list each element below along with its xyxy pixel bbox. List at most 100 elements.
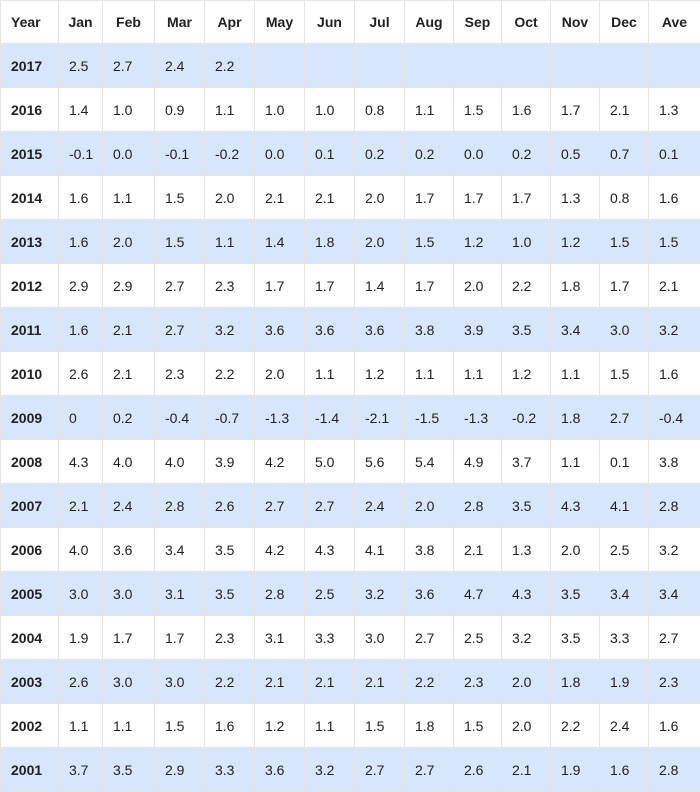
value-cell: 3.0 — [600, 308, 649, 352]
value-cell: 1.1 — [551, 352, 600, 396]
value-cell: 1.1 — [103, 176, 155, 220]
value-cell: 3.9 — [454, 308, 502, 352]
value-cell: 3.8 — [405, 308, 454, 352]
value-cell: 4.9 — [454, 440, 502, 484]
value-cell: -1.4 — [305, 396, 355, 440]
value-cell: -0.7 — [205, 396, 255, 440]
value-cell: 2.6 — [59, 660, 103, 704]
value-cell: 4.3 — [59, 440, 103, 484]
value-cell: -0.2 — [502, 396, 551, 440]
value-cell: 2.5 — [600, 528, 649, 572]
value-cell: 0.1 — [305, 132, 355, 176]
year-cell: 2005 — [1, 572, 59, 616]
value-cell: 1.2 — [454, 220, 502, 264]
column-header-jul: Jul — [355, 1, 405, 44]
value-cell: 2.1 — [255, 660, 305, 704]
value-cell: 1.7 — [502, 176, 551, 220]
value-cell: 1.8 — [551, 264, 600, 308]
value-cell: 2.1 — [103, 352, 155, 396]
value-cell: 3.0 — [355, 616, 405, 660]
value-cell: 1.5 — [600, 352, 649, 396]
value-cell: 2.0 — [255, 352, 305, 396]
value-cell: 1.6 — [649, 176, 700, 220]
value-cell: 3.3 — [600, 616, 649, 660]
value-cell: 3.5 — [551, 616, 600, 660]
value-cell — [649, 44, 700, 88]
value-cell: 1.1 — [59, 704, 103, 748]
value-cell: 1.5 — [155, 220, 205, 264]
value-cell: 2.7 — [305, 484, 355, 528]
value-cell: 1.1 — [305, 704, 355, 748]
value-cell: 1.1 — [405, 352, 454, 396]
value-cell: 1.5 — [155, 176, 205, 220]
value-cell: 2.0 — [103, 220, 155, 264]
value-cell: 1.7 — [103, 616, 155, 660]
value-cell: 4.0 — [59, 528, 103, 572]
value-cell: 0.8 — [600, 176, 649, 220]
value-cell: 1.6 — [649, 704, 700, 748]
value-cell: 1.1 — [205, 220, 255, 264]
value-cell: 2.8 — [255, 572, 305, 616]
value-cell: 2.4 — [103, 484, 155, 528]
year-cell: 2011 — [1, 308, 59, 352]
year-cell: 2007 — [1, 484, 59, 528]
value-cell: -0.2 — [205, 132, 255, 176]
value-cell: 1.1 — [205, 88, 255, 132]
value-cell: 0.0 — [255, 132, 305, 176]
value-cell: 3.0 — [103, 572, 155, 616]
value-cell: 2.4 — [155, 44, 205, 88]
value-cell: 1.5 — [600, 220, 649, 264]
value-cell: 3.1 — [155, 572, 205, 616]
value-cell: 3.8 — [649, 440, 700, 484]
value-cell: -1.3 — [454, 396, 502, 440]
value-cell: 1.6 — [649, 352, 700, 396]
value-cell: 1.5 — [454, 88, 502, 132]
value-cell: 2.9 — [59, 264, 103, 308]
value-cell: 0.5 — [551, 132, 600, 176]
value-cell: 3.2 — [355, 572, 405, 616]
column-header-dec: Dec — [600, 1, 649, 44]
value-cell: 1.7 — [155, 616, 205, 660]
value-cell: 3.5 — [205, 528, 255, 572]
value-cell: 1.3 — [502, 528, 551, 572]
value-cell: 2.4 — [600, 704, 649, 748]
value-cell: 3.5 — [502, 484, 551, 528]
value-cell: 0.2 — [502, 132, 551, 176]
column-header-aug: Aug — [405, 1, 454, 44]
value-cell: 0.9 — [155, 88, 205, 132]
value-cell: 0.2 — [355, 132, 405, 176]
year-cell: 2001 — [1, 748, 59, 792]
value-cell: 2.0 — [502, 704, 551, 748]
year-cell: 2002 — [1, 704, 59, 748]
value-cell — [405, 44, 454, 88]
year-cell: 2017 — [1, 44, 59, 88]
value-cell: 3.2 — [502, 616, 551, 660]
value-cell: 3.5 — [205, 572, 255, 616]
value-cell: 1.2 — [502, 352, 551, 396]
value-cell: 1.1 — [551, 440, 600, 484]
value-cell: 1.5 — [405, 220, 454, 264]
value-cell: 0.8 — [355, 88, 405, 132]
value-cell: 1.9 — [600, 660, 649, 704]
value-cell: 1.4 — [355, 264, 405, 308]
year-cell: 2016 — [1, 88, 59, 132]
value-cell: 1.4 — [59, 88, 103, 132]
value-cell: 1.3 — [649, 88, 700, 132]
value-cell: 3.6 — [405, 572, 454, 616]
value-cell: 3.2 — [205, 308, 255, 352]
value-cell: 2.0 — [454, 264, 502, 308]
value-cell: 2.9 — [155, 748, 205, 792]
value-cell: 2.1 — [305, 660, 355, 704]
value-cell: 4.2 — [255, 440, 305, 484]
value-cell: 3.1 — [255, 616, 305, 660]
value-cell: 0 — [59, 396, 103, 440]
